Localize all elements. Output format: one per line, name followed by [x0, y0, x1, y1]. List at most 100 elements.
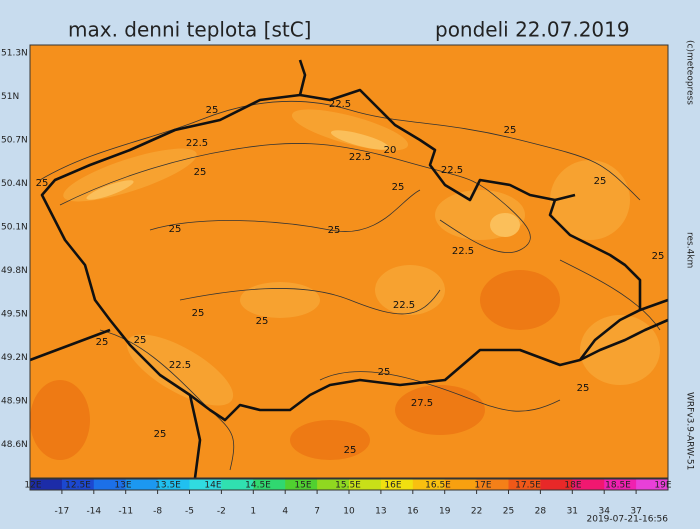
map-area: 25 22.5 25 22.5 20 22.5 25 25 22.5 25 25… [29, 45, 669, 479]
colorbar-segment [572, 479, 605, 490]
longitude-label: 17.5E [515, 481, 541, 491]
colorbar-label: 10 [343, 507, 355, 517]
colorbar-label: 31 [567, 507, 578, 517]
colorbar-segment [380, 479, 414, 490]
latitude-label: 50.7N [1, 136, 28, 146]
latitude-label: 49.8N [1, 266, 28, 276]
longitude-label: 13E [114, 481, 131, 491]
colorbar-label: 16 [407, 507, 419, 517]
latitude-label: 50.4N [1, 179, 28, 189]
contour-label: 27.5 [411, 398, 433, 409]
colorbar-label: -5 [185, 507, 194, 517]
contour-label: 25 [206, 105, 219, 116]
contour-label: 25 [328, 225, 341, 236]
colorbar-label: 34 [598, 507, 610, 517]
contour-label: 25 [36, 178, 49, 189]
cold-patches [86, 130, 520, 237]
resolution: res.4km [685, 232, 695, 268]
longitude-label: 19E [654, 481, 671, 491]
contour-label: 25 [169, 224, 182, 235]
colorbar-segment [636, 479, 669, 490]
latitude-label: 48.6N [1, 440, 28, 450]
longitude-label: 16E [384, 481, 401, 491]
colorbar-label: -2 [217, 507, 226, 517]
copyright: (c)meteopress [685, 40, 695, 105]
contour-label: 25 [652, 251, 665, 262]
colorbar-label: 1 [250, 507, 256, 517]
colorbar-label: 37 [630, 507, 641, 517]
colorbar-segment [508, 479, 541, 490]
colorbar-segment [61, 479, 95, 490]
colorbar-label: 25 [503, 507, 514, 517]
colorbar-segment [412, 479, 446, 490]
colorbar-label: -17 [55, 507, 70, 517]
longitude-label: 13.5E [155, 481, 181, 491]
contour-label: 25 [192, 308, 205, 319]
latitude-label: 49.5N [1, 310, 28, 320]
contour-label: 22.5 [393, 300, 415, 311]
contour-label: 22.5 [329, 99, 351, 110]
timestamp: 2019-07-21-16:56 [587, 515, 669, 525]
contour-label: 25 [96, 337, 109, 348]
contour-label: 25 [154, 429, 167, 440]
colorbar-label: 13 [375, 507, 386, 517]
colorbar-segment [125, 479, 159, 490]
colorbar-label: 4 [282, 507, 288, 517]
colorbar-segment [349, 479, 382, 490]
longitude-label: 18.5E [605, 481, 631, 491]
colorbar-segment [285, 479, 318, 490]
contours [39, 100, 661, 471]
contour-label: 25 [577, 383, 590, 394]
contour-label: 25 [392, 182, 405, 193]
longitude-label: 17E [474, 481, 491, 491]
longitude-label: 14E [204, 481, 221, 491]
latitude-label: 50.1N [1, 223, 28, 233]
colorbar-segment [253, 479, 286, 490]
longitude-label: 12.5E [65, 481, 91, 491]
latitude-label: 51N [1, 92, 19, 102]
colorbar-segment [30, 479, 63, 490]
contour-label: 25 [344, 445, 357, 456]
contour-label: 25 [504, 125, 517, 136]
colorbar-segment [317, 479, 350, 490]
colorbar-segment [444, 479, 478, 490]
longitude-label: 16.5E [425, 481, 451, 491]
contour-label: 25 [194, 167, 207, 178]
latitude-label: 49.2N [1, 353, 28, 363]
latitude-label: 48.9N [1, 397, 28, 407]
contour-label: 25 [594, 176, 607, 187]
borders [29, 59, 669, 479]
contour-label: 25 [378, 367, 391, 378]
longitude-label: 15E [294, 481, 311, 491]
model: WRFv3.9-ARW-51 [685, 392, 695, 470]
colorbar-segment [476, 479, 509, 490]
latitude-label: 51.3N [1, 49, 28, 59]
contour-label: 22.5 [349, 152, 371, 163]
contour-label: 22.5 [169, 360, 191, 371]
map-date: pondeli 22.07.2019 [435, 18, 630, 42]
contour-label: 22.5 [441, 165, 463, 176]
map-frame [29, 44, 669, 479]
contour-labels: 25 22.5 25 22.5 20 22.5 25 25 22.5 25 25… [36, 99, 665, 456]
contour-label: 25 [256, 316, 269, 327]
contour-label: 20 [384, 145, 397, 156]
contour-label: 22.5 [186, 138, 208, 149]
colorbar-label: -8 [153, 507, 162, 517]
colorbar-label: 22 [471, 507, 482, 517]
colorbar-label: -11 [118, 507, 133, 517]
colorbar-label: 7 [314, 507, 320, 517]
colorbar-segment [189, 479, 222, 490]
colorbar-label: 19 [439, 507, 451, 517]
warm-patches [30, 270, 560, 460]
longitude-label: 12E [24, 481, 41, 491]
longitude-label: 18E [564, 481, 581, 491]
contour-label: 22.5 [452, 246, 474, 257]
longitude-label: 15.5E [335, 481, 361, 491]
longitude-label: 14.5E [245, 481, 271, 491]
contour-label: 25 [134, 335, 147, 346]
colorbar-segment [157, 479, 190, 490]
colorbar-label: -14 [86, 507, 101, 517]
colorbar-segment [221, 479, 254, 490]
map-title: max. denni teplota [stC] [68, 18, 311, 42]
